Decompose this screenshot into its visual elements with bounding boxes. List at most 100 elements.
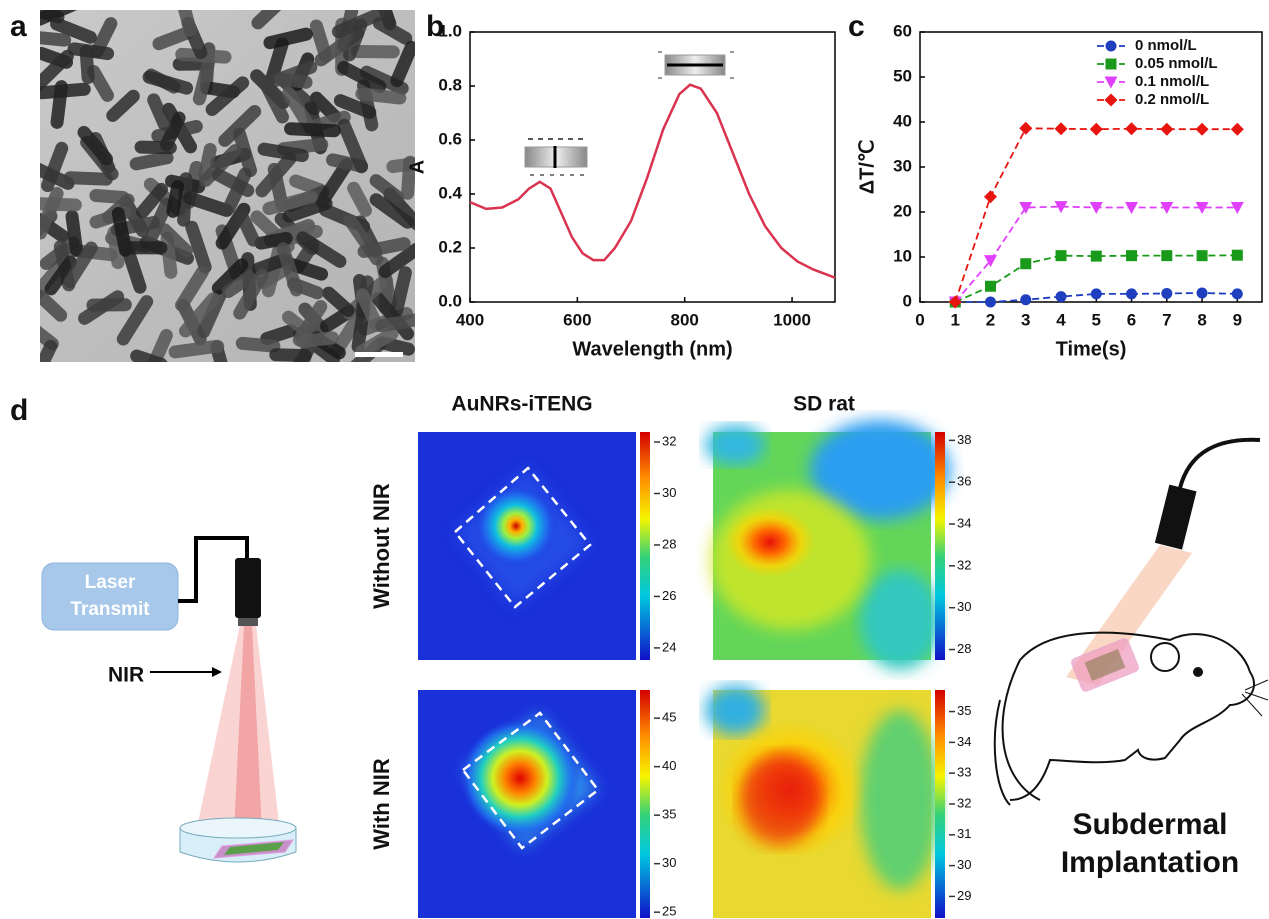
- colorbar: [935, 690, 945, 918]
- nanorod: [116, 295, 154, 346]
- probe-cable: [1178, 437, 1261, 489]
- x-tick-label: 0: [915, 310, 924, 329]
- y-tick-label: 0: [903, 291, 912, 310]
- nanorod: [263, 27, 313, 50]
- nanorod: [211, 258, 249, 295]
- colorbar-label: 32: [957, 795, 971, 810]
- colorbar-label: 25: [662, 904, 676, 919]
- colorbar-label: 28: [957, 641, 971, 656]
- y-tick-label: 0.6: [438, 129, 462, 148]
- nanorod: [41, 141, 69, 193]
- nanorod: [233, 268, 269, 320]
- nanorod: [235, 209, 260, 247]
- nanorod: [178, 292, 220, 338]
- hot-spot: [474, 484, 558, 568]
- colorbar-label: 31: [957, 826, 971, 841]
- laser-label: Transmit: [70, 599, 150, 620]
- marker: [1054, 201, 1068, 214]
- marker: [1160, 202, 1174, 214]
- nanorod: [142, 70, 194, 95]
- nanorod: [136, 182, 169, 219]
- scale-bar: [355, 352, 403, 357]
- colorbar-label: 26: [662, 588, 676, 603]
- marker: [1231, 288, 1243, 300]
- rat-tail: [993, 699, 1011, 806]
- y-axis-label: ΔT/℃: [856, 140, 878, 195]
- marker: [1055, 291, 1067, 303]
- nanorod: [322, 286, 355, 317]
- marker: [948, 295, 962, 309]
- data-line: [954, 254, 1238, 303]
- marker: [1231, 249, 1243, 261]
- laser-label: Laser: [85, 572, 136, 593]
- legend-label: 0.05 nmol/L: [1135, 55, 1218, 72]
- colorbar-label: 28: [662, 536, 676, 551]
- nanorod: [89, 189, 130, 205]
- panel-label: a: [10, 10, 27, 43]
- nanorod: [182, 191, 234, 217]
- nanorod: [357, 237, 411, 259]
- legend-label: 0.2 nmol/L: [1135, 91, 1209, 108]
- rat-eye: [1193, 667, 1203, 677]
- x-tick-label: 9: [1233, 310, 1242, 329]
- nanorod: [222, 167, 252, 215]
- x-tick-label: 400: [456, 310, 484, 329]
- nanorod: [40, 49, 74, 92]
- x-tick-label: 600: [563, 310, 591, 329]
- nanorod: [63, 241, 98, 289]
- nanorod: [40, 196, 82, 212]
- nanorod: [333, 94, 377, 119]
- y-tick-label: 60: [893, 21, 912, 40]
- panel-label: c: [848, 10, 865, 43]
- nanorod: [185, 220, 212, 274]
- hot-spot: [740, 755, 820, 845]
- colorbar-label: 34: [957, 734, 971, 749]
- inset-long-axis: [658, 51, 734, 79]
- nanorod: [235, 336, 281, 353]
- nanorod: [86, 298, 132, 312]
- nanorod: [175, 265, 209, 312]
- colorbar-label: 38: [957, 432, 971, 447]
- marker: [1125, 122, 1139, 136]
- data-line: [954, 127, 1238, 303]
- legend-marker: [1105, 40, 1117, 52]
- device-core: [224, 842, 284, 855]
- nanorod: [355, 288, 384, 333]
- y-tick-label: 0.8: [438, 75, 462, 94]
- colorbar-label: 30: [957, 599, 971, 614]
- laser-box: [41, 562, 179, 631]
- marker: [1125, 202, 1139, 214]
- nanorod: [360, 65, 409, 95]
- nanorods: [40, 10, 415, 362]
- x-tick-label: 2: [986, 310, 995, 329]
- marker: [1054, 122, 1068, 136]
- colorbar-label: 34: [957, 515, 971, 530]
- y-tick-label: 1.0: [438, 21, 462, 40]
- marker: [1020, 294, 1032, 306]
- marker: [1055, 250, 1067, 262]
- nanorod: [67, 42, 115, 61]
- hot-spot: [460, 718, 580, 838]
- nanorod: [50, 17, 97, 44]
- legend-marker: [1105, 58, 1117, 70]
- y-tick-label: 10: [893, 246, 912, 265]
- nanorod: [343, 18, 368, 62]
- whiskers: [1241, 679, 1269, 717]
- marker: [1020, 258, 1032, 270]
- nanorod: [50, 80, 68, 129]
- marker: [1090, 250, 1102, 262]
- colorbar-label: 32: [957, 557, 971, 572]
- caption: Subdermal: [1072, 808, 1227, 841]
- nanorod: [106, 89, 140, 122]
- legend-marker: [1104, 76, 1118, 89]
- marker: [1161, 287, 1173, 299]
- caption: Implantation: [1061, 846, 1239, 879]
- marker: [984, 190, 998, 204]
- colorbar-label: 30: [662, 485, 676, 500]
- nanorod: [331, 10, 385, 39]
- marker: [1090, 288, 1102, 300]
- colorbar-label: 30: [957, 857, 971, 872]
- colorbar-label: 36: [957, 474, 971, 489]
- colorbar-label: 24: [662, 639, 676, 654]
